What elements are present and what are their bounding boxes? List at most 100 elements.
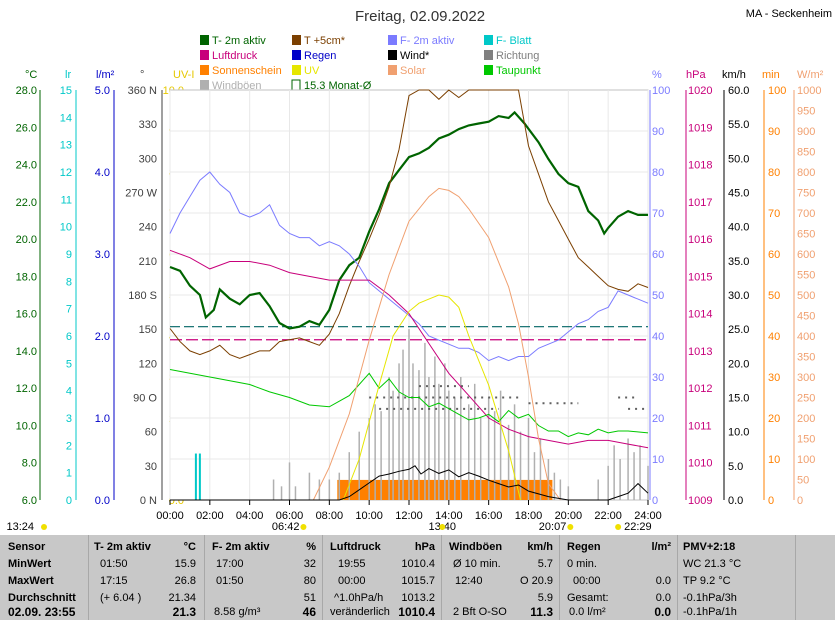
- axis-tick-label: 30.0: [728, 290, 749, 302]
- x-tick-label: 06:00: [276, 510, 304, 522]
- stats-time: Gesamt:: [567, 592, 609, 604]
- legend-swatch: [200, 35, 209, 45]
- axis-tick-label: 25.0: [728, 324, 749, 336]
- axis-tick-label: 35.0: [728, 256, 749, 268]
- axis-tick-label: 450: [797, 311, 815, 323]
- stats-note: 0.0 l/m²: [569, 606, 606, 618]
- axis-tick-label: 5.0: [95, 85, 110, 97]
- stats-time: 00:00: [338, 575, 366, 587]
- axis-tick-label: 10.0: [728, 427, 749, 439]
- stats-value: 1010.4: [401, 558, 435, 570]
- stats-time: 00:00: [573, 575, 601, 587]
- time-marker-label: 22:29: [624, 521, 652, 533]
- legend-label: Wind*: [400, 50, 430, 62]
- axis-tick-label: 28.0: [16, 85, 37, 97]
- axis-tick-label: 9: [66, 249, 72, 261]
- legend-label: 15.3 Monat-Ø: [304, 80, 372, 92]
- stats-value: 5.9: [537, 592, 553, 604]
- axis-tick-label: 55.0: [728, 119, 749, 131]
- axis-tick-label: 10: [768, 454, 780, 466]
- stats-header: F- 2m aktiv: [212, 541, 270, 553]
- axis-tick-label: 1015: [688, 271, 712, 283]
- axis-tick-label: 270 W: [125, 188, 157, 200]
- axis-tick-label: 0.0: [728, 495, 743, 507]
- axis-tick-label: 10.0: [16, 420, 37, 432]
- stats-value: 26.8: [174, 575, 196, 587]
- series-line: [169, 369, 649, 438]
- series-line: [169, 249, 649, 449]
- axis-tick-label: 400: [797, 331, 815, 343]
- axis-tick-label: 22.0: [16, 197, 37, 209]
- stats-current: 0.0: [654, 605, 671, 619]
- stats-trend: ^1.0hPa/h: [334, 592, 384, 604]
- x-tick-label: 00:00: [156, 510, 184, 522]
- axis-tick-label: 8: [66, 276, 72, 288]
- axis-tick-label: 4.0: [95, 167, 110, 179]
- stats-value: 80: [303, 575, 316, 587]
- stats-col-humidity: F- 2m aktiv % 17:00 32 01:50 80 51 8.58 …: [204, 535, 323, 620]
- axis-tick-label: 1014: [688, 309, 712, 321]
- axis-tick-label: 1010: [688, 458, 712, 470]
- axis-tick-label: 700: [797, 208, 815, 220]
- stats-time: Ø 10 min.: [453, 558, 501, 570]
- axis-tick-label: 330: [139, 119, 157, 131]
- axis-tick-label: 1016: [688, 234, 712, 246]
- stats-current: 46: [302, 605, 316, 619]
- axis-tick-label: 12: [60, 167, 72, 179]
- axis-tick-label: 80: [652, 167, 664, 179]
- legend-label: Regen: [304, 50, 336, 62]
- axis-tick-label: 2.0: [95, 331, 110, 343]
- stats-time: 01:50: [216, 575, 244, 587]
- axis-tick-label: 80: [768, 167, 780, 179]
- axis-tick-label: 40: [768, 331, 780, 343]
- axis-tick-label: 60: [652, 249, 664, 261]
- stats-value: WC 21.3 °C: [683, 558, 742, 570]
- axis-tick-label: 950: [797, 106, 815, 118]
- axis-tick-label: 10: [652, 454, 664, 466]
- stats-col-temp: T- 2m aktiv °C 01:50 15.9 17:15 26.8 (+ …: [88, 535, 205, 620]
- stats-timestamp: 02.09. 23:55: [8, 605, 76, 619]
- x-tick-label: 16:00: [475, 510, 503, 522]
- axis-tick-label: 50: [652, 290, 664, 302]
- axis-tick-label: 24.0: [16, 160, 37, 172]
- axis-unit-label: lr: [65, 69, 71, 81]
- axis-tick-label: 550: [797, 270, 815, 282]
- axis-tick-label: 5: [66, 358, 72, 370]
- series-line: [170, 465, 649, 501]
- axis-tick-label: 150: [139, 324, 157, 336]
- axis-unit-label: °C: [25, 69, 37, 81]
- legend: T- 2m aktiv T +5cm* F- 2m aktiv F- Blatt Luf…: [200, 35, 541, 92]
- axis-tick-label: 1013: [688, 346, 712, 358]
- stats-col-rain: Regen l/m² 0 min. 00:00 0.0 Gesamt: 0.0 …: [559, 535, 678, 620]
- axis-tick-label: 70: [652, 208, 664, 220]
- legend-swatch: [484, 65, 493, 75]
- axis-tick-label: 60: [768, 249, 780, 261]
- stats-label: MaxWert: [8, 575, 54, 587]
- legend-label: Luftdruck: [212, 50, 258, 62]
- x-tick-label: 04:00: [236, 510, 264, 522]
- stats-note: veränderlich: [330, 606, 390, 618]
- stats-value: 0.0: [655, 575, 671, 587]
- axis-tick-label: 900: [797, 126, 815, 138]
- axis-tick-label: 50.0: [728, 153, 749, 165]
- series-line: [312, 187, 561, 501]
- legend-label: UV: [304, 65, 320, 77]
- axis-tick-label: 20: [652, 413, 664, 425]
- axes: °C28.026.024.022.020.018.016.014.012.010…: [16, 69, 824, 507]
- axis-tick-label: 3: [66, 413, 72, 425]
- stats-value: O 20.9: [519, 575, 553, 587]
- axis-unit-label: km/h: [722, 69, 746, 81]
- axis-tick-label: 30: [145, 461, 157, 473]
- x-axis: 00:00 02:00 04:00 06:00 08:00 10:00 12:00 14:00…: [6, 500, 662, 533]
- axis-tick-label: 6: [66, 331, 72, 343]
- axis-tick-label: 0: [797, 495, 803, 507]
- axis-tick-label: 7: [66, 304, 72, 316]
- stats-unit: l/m²: [651, 541, 671, 553]
- axis-tick-label: 40: [652, 331, 664, 343]
- axis-tick-label: 240: [139, 222, 157, 234]
- axis-tick-label: 500: [797, 290, 815, 302]
- axis-tick-label: 1018: [688, 160, 712, 172]
- axis-tick-label: 750: [797, 188, 815, 200]
- axis-tick-label: 1000: [797, 85, 821, 97]
- stats-header: Luftdruck: [330, 541, 381, 553]
